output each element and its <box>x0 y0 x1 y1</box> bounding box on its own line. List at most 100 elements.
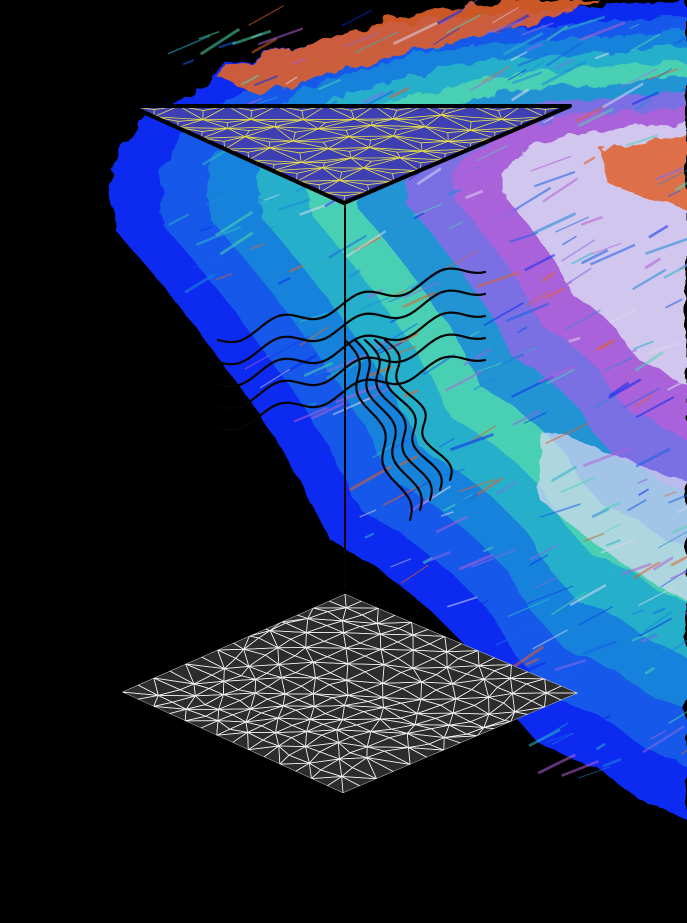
surface-streak <box>310 400 348 420</box>
surface-streak <box>492 6 520 24</box>
surface-streak <box>390 558 412 568</box>
surface-streak <box>583 156 596 165</box>
mesh-edge <box>274 161 302 165</box>
surface-streak <box>657 531 687 549</box>
surface-streak <box>510 88 530 102</box>
surface-streak <box>382 484 423 507</box>
surface-streak <box>469 331 480 338</box>
mesh-edge <box>469 121 472 131</box>
surface-streak <box>537 753 576 775</box>
surface-streak <box>639 617 673 637</box>
surface-streak <box>580 523 621 546</box>
surface-streak <box>595 742 606 751</box>
mesh-edge <box>392 118 420 121</box>
surface-streak <box>642 611 673 633</box>
surface-streak <box>648 224 669 239</box>
mesh-cell <box>369 147 423 159</box>
surface-streak <box>550 591 587 616</box>
wave-line <box>216 355 487 432</box>
surface-streak <box>666 378 687 391</box>
surface-streak <box>670 639 687 652</box>
mesh-cell <box>350 157 401 169</box>
surface-streak <box>471 425 497 443</box>
surface-streak <box>524 411 548 424</box>
surface-streak <box>502 210 518 221</box>
surface-streak <box>403 389 419 398</box>
surface-streak <box>608 378 642 400</box>
mesh-edge <box>371 157 401 162</box>
mesh-edge <box>318 179 340 186</box>
surface-streak <box>446 14 481 34</box>
surface-streak <box>458 478 496 493</box>
mesh-edge <box>249 126 275 132</box>
surface-streak <box>529 554 549 566</box>
surface-streak <box>433 27 461 46</box>
surface-streak <box>505 302 550 323</box>
surface-streak <box>441 250 480 271</box>
surface-streak <box>602 82 644 109</box>
surface-streak <box>303 361 334 377</box>
wave-line <box>353 338 423 512</box>
surface-streak <box>589 243 636 266</box>
surface-streak <box>413 212 425 220</box>
surface-streak <box>644 666 655 675</box>
mesh-edge <box>318 128 347 131</box>
surface-streak <box>216 273 232 281</box>
surface-streak <box>561 235 578 246</box>
surface-streak <box>299 325 330 347</box>
surface-streak <box>278 277 291 285</box>
mesh-edge <box>425 126 448 134</box>
mesh-edge <box>497 110 503 120</box>
surface-streak <box>482 546 494 553</box>
mesh-edge <box>419 114 442 121</box>
surface-streak <box>495 623 539 647</box>
surface-streak <box>650 729 667 740</box>
mesh-cell <box>292 136 350 150</box>
mesh-cell <box>440 114 502 131</box>
mesh-edge <box>303 119 326 123</box>
surface-streak <box>541 60 587 87</box>
surface-streak <box>293 406 328 423</box>
mesh-edge <box>297 167 323 174</box>
surface-streak <box>513 186 552 212</box>
surface-streak <box>168 213 190 226</box>
surface-streak <box>578 766 611 779</box>
surface-streak <box>483 302 524 327</box>
surface-streak <box>199 27 241 56</box>
surface-streak <box>474 477 504 497</box>
surface-streak <box>231 29 272 46</box>
surface-streak <box>645 237 687 255</box>
surface-streak <box>532 629 568 650</box>
surface-streak <box>507 597 550 618</box>
mesh-edge <box>363 160 372 169</box>
surface-streak <box>257 96 279 104</box>
surface-streak <box>620 349 637 356</box>
mesh-edge <box>339 179 368 186</box>
surface-streak <box>603 356 633 372</box>
surface-streak <box>638 488 650 497</box>
surface-streak <box>530 155 572 172</box>
surface-streak <box>438 437 455 448</box>
surface-streak <box>564 309 601 331</box>
surface-streak <box>510 51 528 62</box>
wave-line <box>216 333 487 410</box>
surface-streak <box>259 368 291 389</box>
surface-streak <box>285 76 298 85</box>
mesh-edge <box>470 129 495 133</box>
surface-streak <box>560 476 596 493</box>
surface-streak <box>531 212 577 235</box>
surface-streak <box>664 298 683 309</box>
surface-streak <box>518 61 545 78</box>
mesh-edge <box>419 119 426 128</box>
surface-streak <box>668 494 687 504</box>
mesh-edge <box>372 118 393 122</box>
mesh-edge <box>368 139 371 148</box>
wave-line <box>373 338 443 492</box>
surface-streak <box>568 336 581 343</box>
surface-streak <box>422 353 456 376</box>
surface-streak <box>681 88 687 92</box>
surface-streak <box>244 354 270 370</box>
surface-streak <box>582 640 617 655</box>
mesh-edge <box>327 148 350 152</box>
surface-streak <box>341 9 373 27</box>
